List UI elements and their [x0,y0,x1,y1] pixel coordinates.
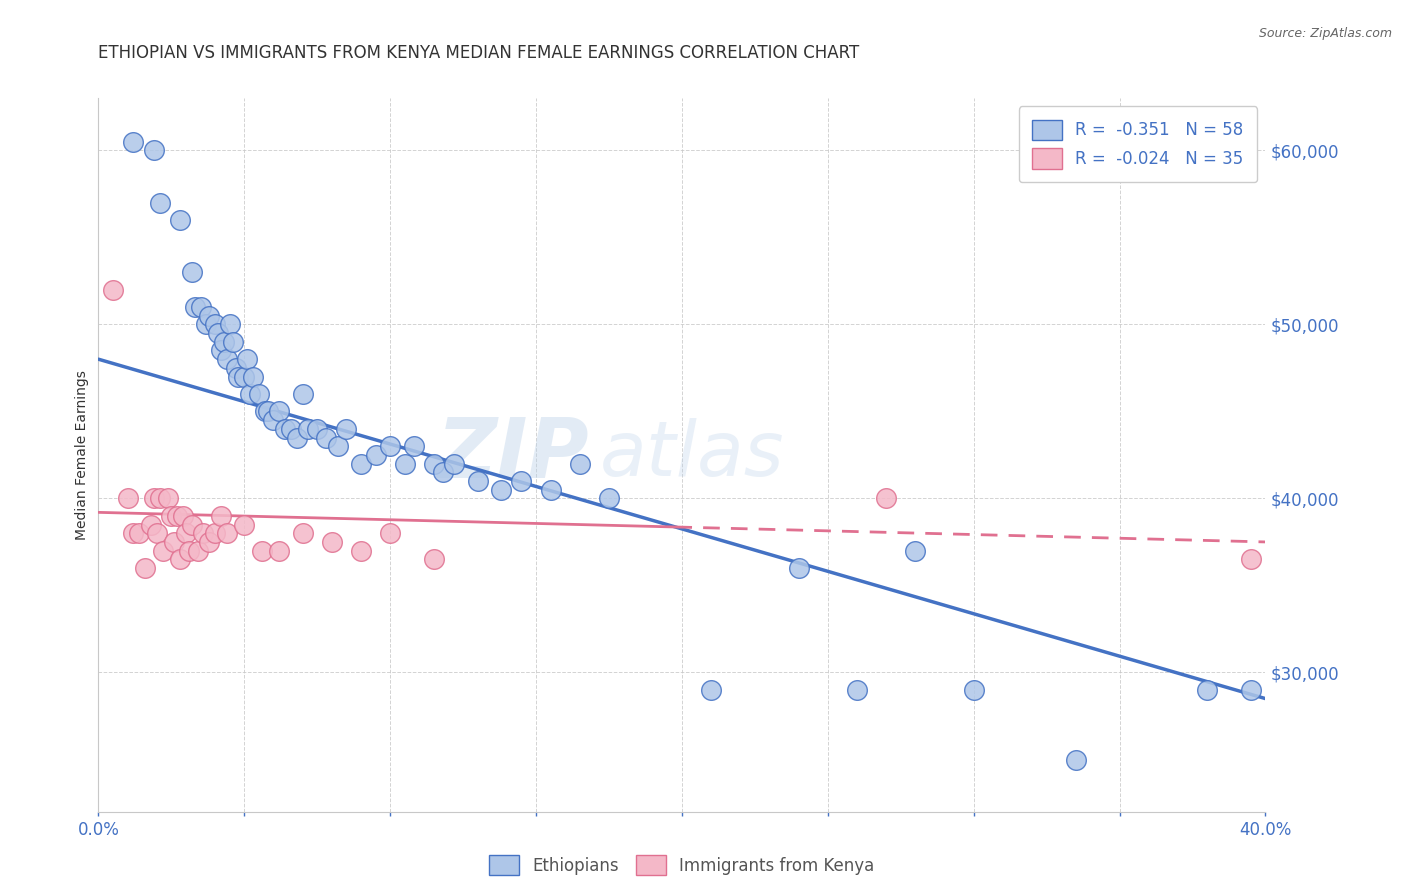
Point [180,517,202,532]
Point [443,457,465,471]
Point [117,491,139,506]
Point [134,561,156,575]
Point [307,422,329,436]
Point [423,457,446,471]
Point [193,526,215,541]
Point [262,413,284,427]
Point [163,535,186,549]
Point [423,552,446,566]
Point [875,491,897,506]
Point [291,387,314,401]
Point [212,334,235,349]
Y-axis label: Median Female Earnings: Median Female Earnings [76,370,90,540]
Point [146,526,169,541]
Point [510,474,533,488]
Point [274,422,297,436]
Point [297,422,319,436]
Point [122,135,145,149]
Point [122,526,145,541]
Point [207,326,229,340]
Point [215,526,238,541]
Point [183,300,205,314]
Point [350,457,373,471]
Point [962,682,984,697]
Point [269,404,291,418]
Point [253,404,276,418]
Point [402,439,425,453]
Point [239,387,262,401]
Point [315,430,337,444]
Point [101,283,124,297]
Point [204,318,226,332]
Point [489,483,512,497]
Point [152,543,174,558]
Point [149,195,172,210]
Point [467,474,489,488]
Point [169,552,191,566]
Text: ETHIOPIAN VS IMMIGRANTS FROM KENYA MEDIAN FEMALE EARNINGS CORRELATION CHART: ETHIOPIAN VS IMMIGRANTS FROM KENYA MEDIA… [98,45,859,62]
Point [1064,752,1087,766]
Point [1195,682,1218,697]
Point [142,491,165,506]
Point [157,491,180,506]
Point [378,526,402,541]
Point [378,439,402,453]
Point [242,369,264,384]
Point [904,543,927,558]
Point [172,508,194,523]
Point [285,430,308,444]
Legend: Ethiopians, Immigrants from Kenya: Ethiopians, Immigrants from Kenya [482,848,882,882]
Point [326,439,349,453]
Point [160,508,183,523]
Point [432,466,454,480]
Point [247,387,270,401]
Point [187,543,209,558]
Point [1240,682,1263,697]
Point [321,535,343,549]
Point [209,508,232,523]
Point [228,369,250,384]
Point [225,360,247,375]
Point [350,543,373,558]
Point [280,422,302,436]
Point [1240,552,1263,566]
Point [142,144,165,158]
Point [250,543,273,558]
Point [233,369,256,384]
Point [218,318,240,332]
Point [598,491,620,506]
Point [209,343,232,358]
Point [335,422,357,436]
Point [221,334,243,349]
Point [128,526,150,541]
Point [540,483,562,497]
Point [787,561,810,575]
Point [166,508,188,523]
Point [215,352,238,367]
Point [700,682,723,697]
Point [198,535,221,549]
Text: ZIP: ZIP [436,415,589,495]
Point [180,265,202,279]
Point [174,526,197,541]
Point [198,309,221,323]
Point [139,517,162,532]
Point [269,543,291,558]
Point [190,300,212,314]
Point [394,457,416,471]
Point [291,526,314,541]
Point [568,457,591,471]
Point [845,682,868,697]
Point [149,491,172,506]
Point [204,526,226,541]
Point [364,448,387,462]
Point [195,318,218,332]
Point [169,213,191,227]
Point [256,404,278,418]
Text: atlas: atlas [600,418,785,491]
Point [233,517,256,532]
Point [177,543,200,558]
Point [236,352,259,367]
Text: Source: ZipAtlas.com: Source: ZipAtlas.com [1258,27,1392,40]
